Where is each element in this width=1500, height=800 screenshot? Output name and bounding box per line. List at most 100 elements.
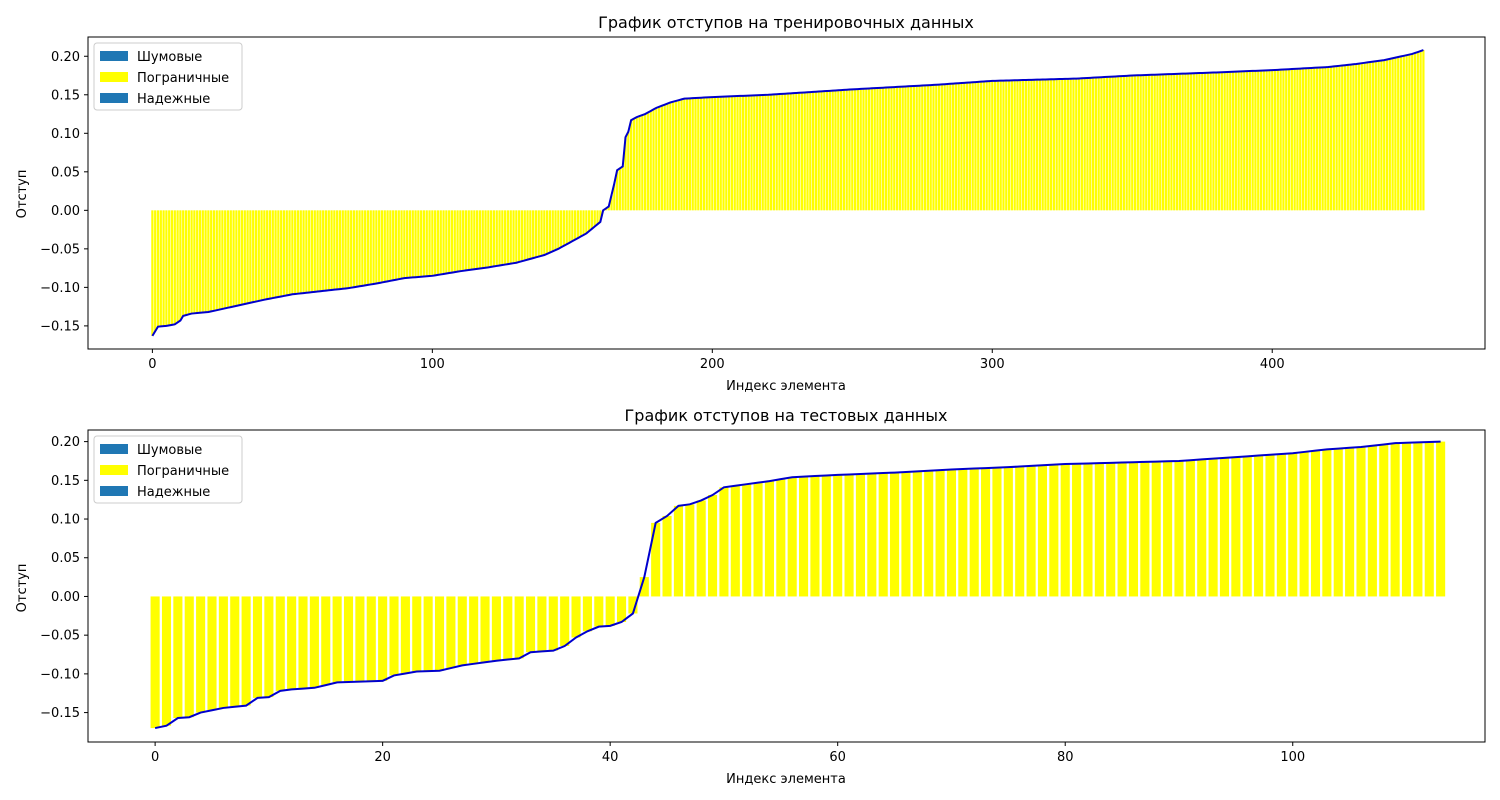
bar — [151, 210, 154, 336]
bar — [504, 210, 507, 265]
bar — [929, 85, 932, 211]
bar — [1128, 75, 1131, 211]
bar — [268, 210, 272, 299]
bar — [159, 210, 162, 327]
bar — [725, 96, 728, 211]
bar — [352, 210, 356, 288]
bar — [932, 84, 935, 211]
bar — [644, 114, 647, 211]
test-margin-chart: График отступов на тестовых данных Индек… — [15, 406, 1486, 787]
bar — [621, 166, 624, 211]
bar — [212, 210, 216, 311]
bar — [1189, 73, 1193, 211]
bar — [993, 80, 997, 211]
bar — [1164, 74, 1167, 211]
bar — [898, 86, 901, 211]
bar — [958, 469, 968, 597]
bar — [456, 210, 459, 272]
bar — [764, 481, 774, 597]
bar — [688, 98, 692, 211]
y-tick-label: 0.15 — [51, 474, 80, 489]
plot-frame — [87, 36, 1486, 350]
bar — [343, 596, 354, 682]
bar — [1174, 460, 1184, 597]
bar — [207, 596, 217, 711]
bar — [1357, 63, 1361, 211]
bar — [1318, 67, 1321, 211]
bar — [1140, 461, 1150, 597]
bar — [1156, 74, 1159, 211]
bar — [389, 596, 399, 676]
bar — [747, 95, 750, 211]
bar — [1026, 465, 1036, 597]
bar — [711, 97, 714, 211]
y-tick-label: 0.15 — [51, 88, 80, 103]
bar — [792, 93, 795, 211]
bar — [652, 109, 655, 211]
bar — [708, 495, 718, 597]
bar — [1377, 60, 1380, 211]
bar — [957, 83, 960, 211]
bar — [991, 80, 994, 211]
bar — [1030, 79, 1033, 211]
bar — [992, 467, 1002, 597]
bar — [1063, 78, 1067, 211]
bar — [364, 210, 367, 286]
bar — [739, 95, 742, 211]
bar — [716, 96, 720, 211]
bar — [1271, 70, 1274, 211]
bar — [884, 87, 888, 211]
legend-label: Шумовые — [137, 443, 202, 458]
bar — [243, 210, 246, 305]
bar — [1293, 68, 1296, 211]
bar — [1167, 74, 1170, 211]
bar — [529, 210, 532, 259]
bar — [669, 102, 672, 211]
bar — [1346, 64, 1349, 211]
bar — [462, 210, 465, 271]
bar — [565, 210, 568, 245]
bar — [901, 86, 904, 211]
bar — [979, 81, 983, 211]
bar — [844, 474, 854, 597]
bar — [207, 210, 210, 313]
bar — [685, 98, 689, 211]
bar — [879, 87, 882, 211]
bar — [1114, 76, 1117, 211]
bar — [417, 210, 420, 277]
bar — [1299, 451, 1309, 597]
bar — [1401, 442, 1412, 597]
bar — [321, 596, 331, 686]
legend-box — [93, 42, 243, 111]
bar — [241, 596, 251, 706]
bar — [1181, 73, 1184, 211]
bar — [464, 210, 468, 271]
bar — [1315, 67, 1319, 211]
bar — [809, 92, 812, 211]
bar — [795, 92, 798, 211]
legend-label: Надежные — [137, 92, 210, 107]
bar — [969, 468, 979, 597]
bar — [1259, 70, 1263, 211]
bar — [775, 94, 778, 211]
bar — [257, 210, 260, 301]
bar — [672, 101, 675, 211]
bar — [523, 210, 526, 261]
bar — [1105, 76, 1109, 211]
bar — [1385, 59, 1389, 211]
bar — [560, 596, 570, 646]
bar — [1153, 74, 1156, 211]
bar — [867, 88, 871, 211]
bar — [1245, 71, 1249, 211]
bar — [453, 210, 456, 273]
bar — [719, 487, 729, 597]
bar — [150, 596, 160, 729]
bar — [412, 596, 422, 672]
bar — [1037, 465, 1048, 597]
bar — [546, 210, 549, 254]
bar — [904, 86, 907, 211]
bar — [380, 210, 384, 283]
bar — [616, 596, 627, 622]
bar — [839, 90, 843, 211]
bar — [162, 210, 165, 327]
